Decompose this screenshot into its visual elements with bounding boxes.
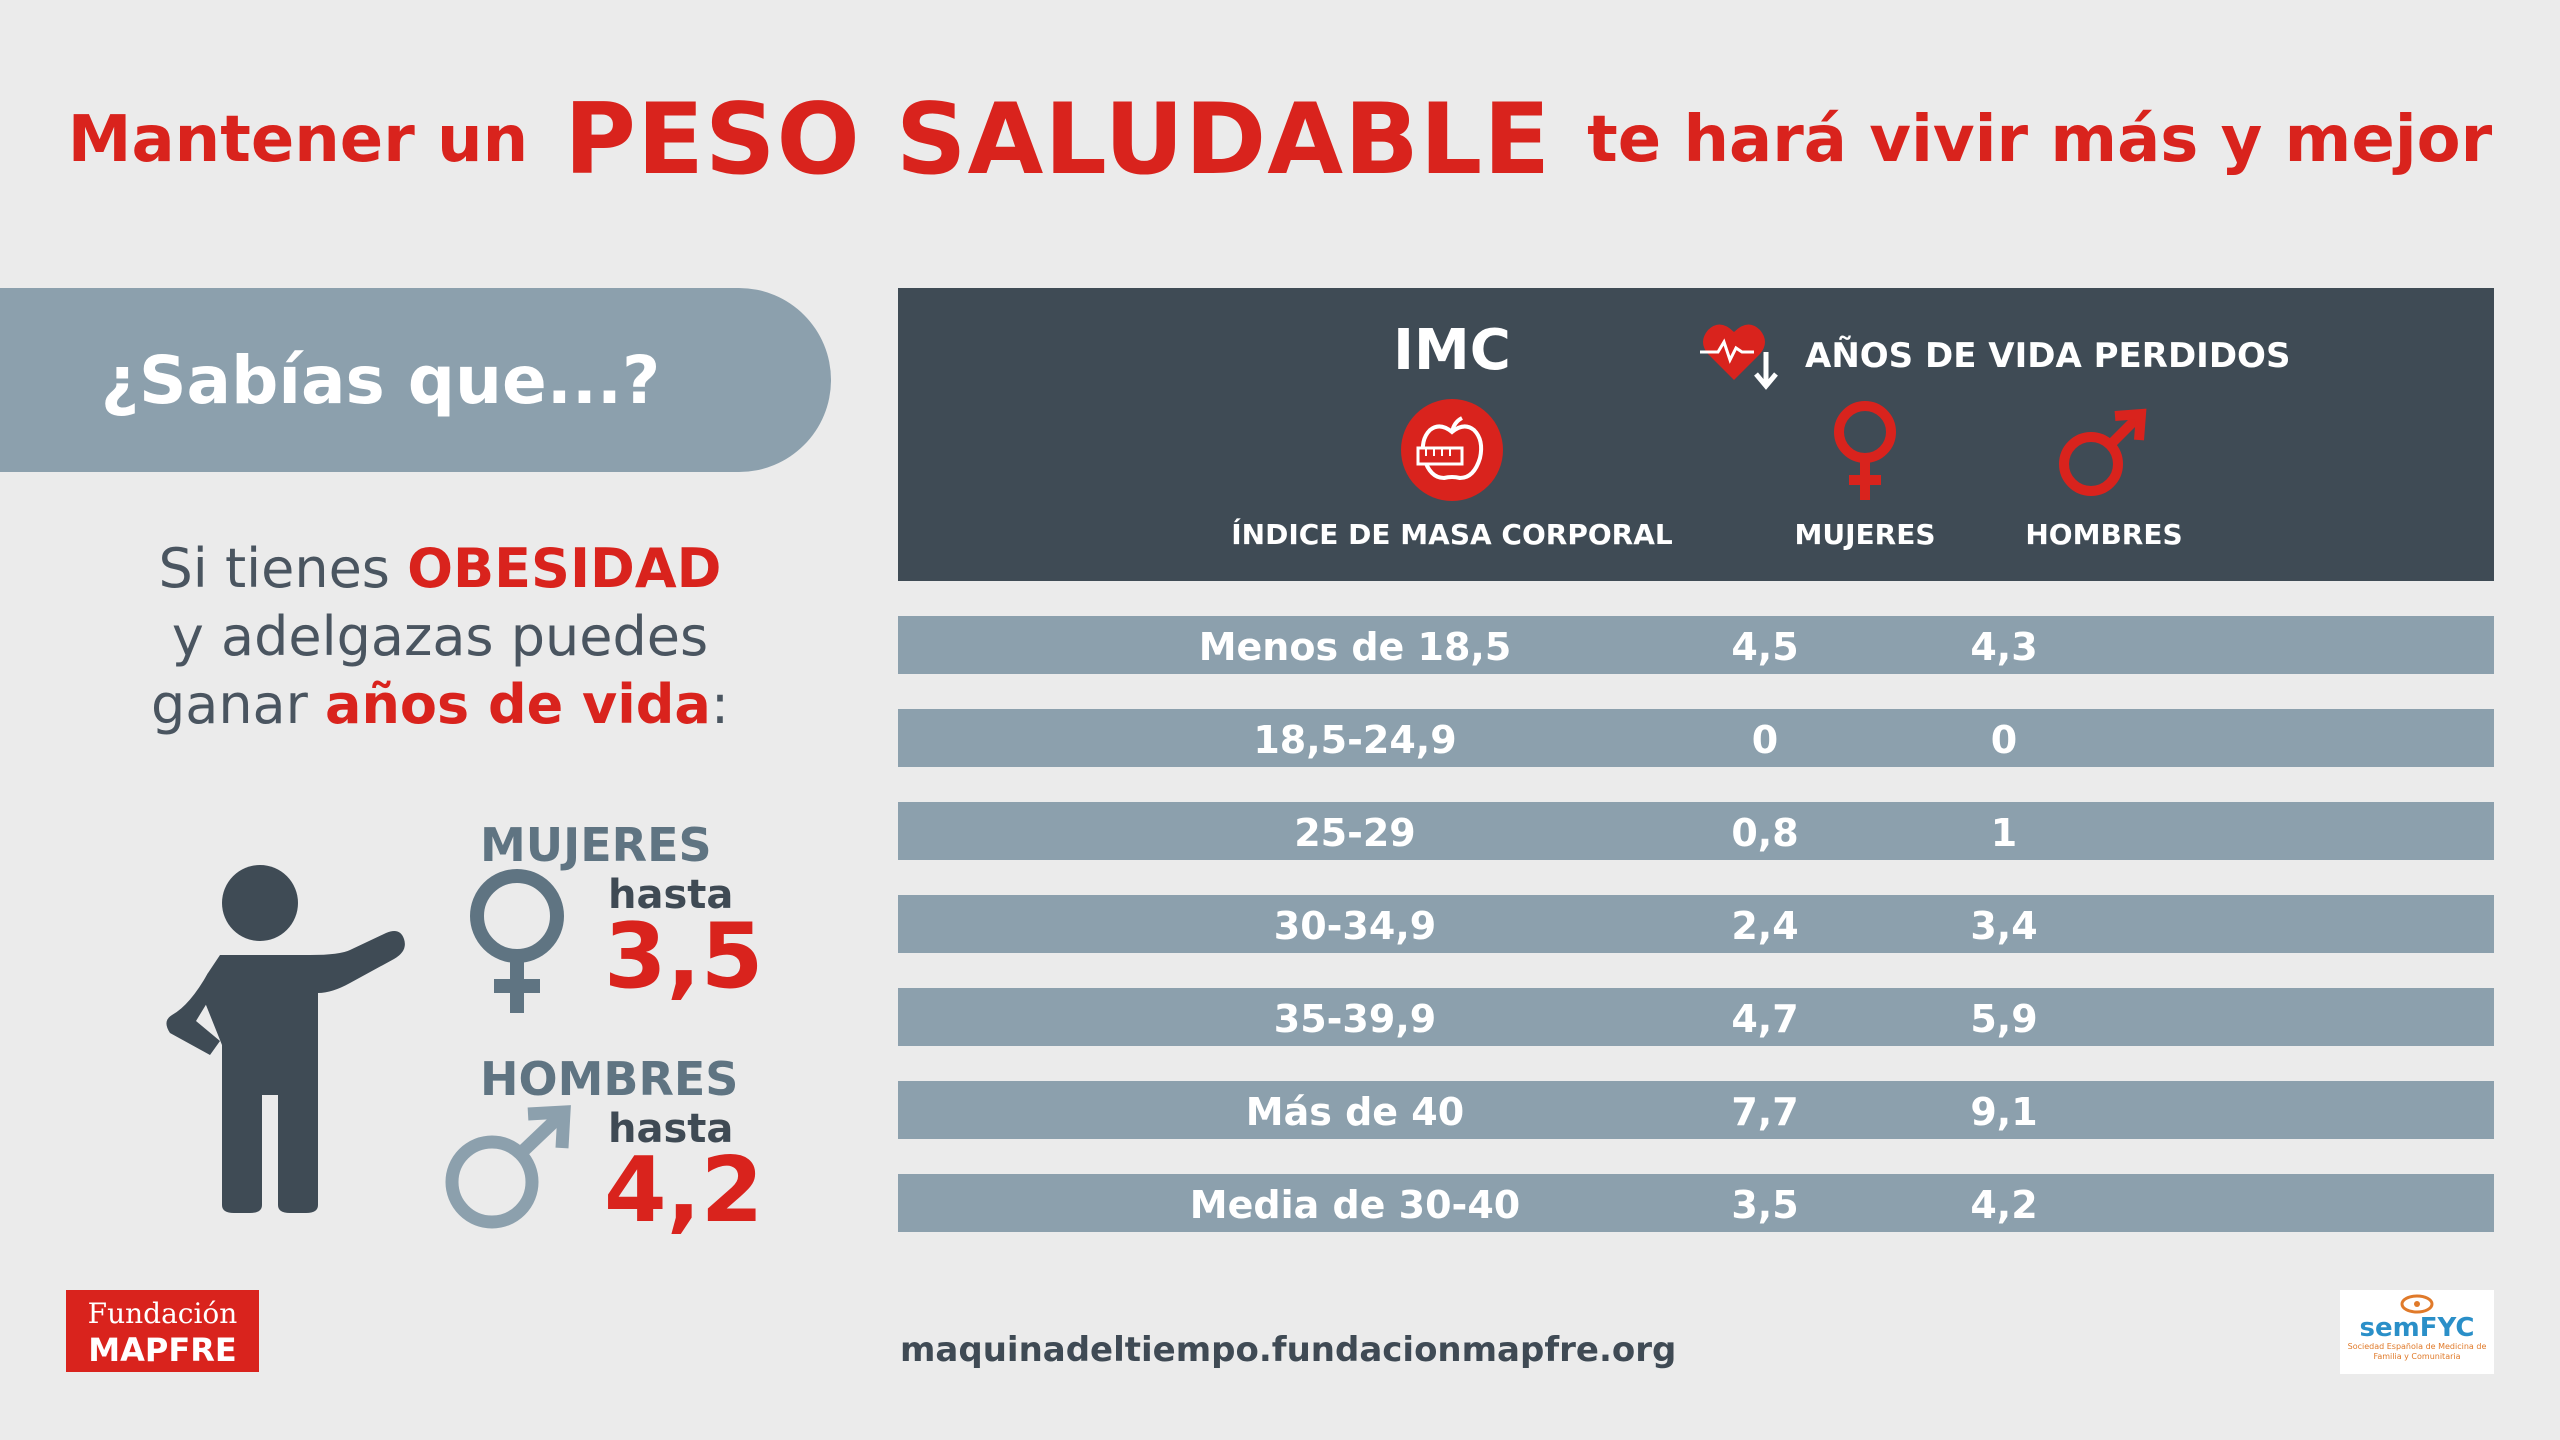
women-cell: 4,7 — [1731, 997, 1799, 1041]
women-cell: 0 — [1751, 718, 1779, 762]
intro-line2: y adelgazas puedes — [171, 605, 709, 668]
table-row: Más de 40 7,7 9,1 — [898, 1081, 2494, 1139]
title-before: Mantener un — [67, 103, 529, 177]
men-cell: 0 — [1990, 718, 2018, 762]
women-column-header: MUJERES — [1794, 518, 1936, 551]
men-cell: 5,9 — [1970, 997, 2038, 1041]
imc-cell: 35-39,9 — [1273, 997, 1437, 1041]
did-you-know-banner: ¿Sabías que...? — [0, 288, 831, 472]
intro-years-highlight: años de vida — [325, 673, 711, 736]
person-icon — [166, 865, 405, 1213]
men-label: HOMBRES — [480, 1052, 739, 1106]
logo-left-line1: Fundación — [87, 1297, 238, 1330]
imc-cell: Más de 40 — [1245, 1090, 1465, 1134]
women-cell: 0,8 — [1731, 811, 1799, 855]
semfyc-name: semFYC — [2359, 1313, 2475, 1343]
table-row: 30-34,9 2,4 3,4 — [898, 895, 2494, 953]
women-cell: 4,5 — [1731, 625, 1799, 669]
women-cell: 2,4 — [1731, 904, 1799, 948]
women-label: MUJERES — [480, 818, 712, 872]
table-row: Menos de 18,5 4,5 4,3 — [898, 616, 2494, 674]
intro-line1-pre: Si tienes — [158, 537, 408, 600]
apple-measure-icon — [1401, 399, 1503, 501]
imc-cell: Media de 30-40 — [1189, 1183, 1521, 1227]
imc-subheader: ÍNDICE DE MASA CORPORAL — [1231, 518, 1673, 551]
fundacion-mapfre-logo: Fundación MAPFRE — [66, 1290, 259, 1372]
male-symbol-icon — [445, 1105, 571, 1229]
table-row: 35-39,9 4,7 5,9 — [898, 988, 2494, 1046]
obesity-intro-text: Si tienes OBESIDAD y adelgazas puedes ga… — [100, 535, 780, 739]
men-years-value: 4,2 — [604, 1138, 764, 1243]
heart-rate-down-icon — [1700, 324, 1778, 390]
men-hasta: hasta — [608, 1106, 734, 1152]
male-symbol-icon — [2059, 408, 2147, 496]
imc-header: IMC — [1393, 318, 1511, 383]
men-cell: 9,1 — [1970, 1090, 2038, 1134]
did-you-know-text: ¿Sabías que...? — [100, 341, 661, 419]
imc-cell: Menos de 18,5 — [1198, 625, 1512, 669]
imc-cell: 18,5-24,9 — [1253, 718, 1457, 762]
title-after: te hará vivir más y mejor — [1587, 103, 2493, 177]
intro-obesity-highlight: OBESIDAD — [407, 537, 722, 600]
footer-url-link[interactable]: maquinadeltiempo.fundacionmapfre.org — [900, 1330, 1677, 1370]
title-highlight: PESO SALUDABLE — [564, 83, 1552, 197]
female-symbol-icon — [1834, 401, 1896, 500]
table-header — [898, 288, 2494, 581]
years-lost-header: AÑOS DE VIDA PERDIDOS — [1805, 336, 2291, 376]
logo-left-line2: MAPFRE — [88, 1331, 237, 1369]
men-cell: 1 — [1990, 811, 2018, 855]
women-hasta: hasta — [608, 872, 734, 918]
intro-line3-pre: ganar — [150, 673, 326, 736]
page-title: Mantener un PESO SALUDABLE te hará vivir… — [0, 60, 2560, 220]
semfyc-emblem-icon — [2400, 1294, 2434, 1314]
semfyc-subtitle: Sociedad Española de Medicina de Familia… — [2347, 1342, 2487, 1361]
imc-cell: 25-29 — [1294, 811, 1416, 855]
men-cell: 4,3 — [1970, 625, 2038, 669]
men-cell: 3,4 — [1970, 904, 2038, 948]
table-row: 18,5-24,9 0 0 — [898, 709, 2494, 767]
semfyc-logo: semFYC Sociedad Española de Medicina de … — [2340, 1290, 2494, 1374]
women-cell: 7,7 — [1731, 1090, 1799, 1134]
female-symbol-icon — [470, 869, 564, 1013]
intro-line3-post: : — [710, 673, 730, 736]
men-cell: 4,2 — [1970, 1183, 2038, 1227]
women-years-value: 3,5 — [604, 904, 764, 1009]
women-cell: 3,5 — [1731, 1183, 1799, 1227]
table-row: 25-29 0,8 1 — [898, 802, 2494, 860]
table-row: Media de 30-40 3,5 4,2 — [898, 1174, 2494, 1232]
men-column-header: HOMBRES — [2025, 518, 2183, 551]
imc-cell: 30-34,9 — [1273, 904, 1437, 948]
